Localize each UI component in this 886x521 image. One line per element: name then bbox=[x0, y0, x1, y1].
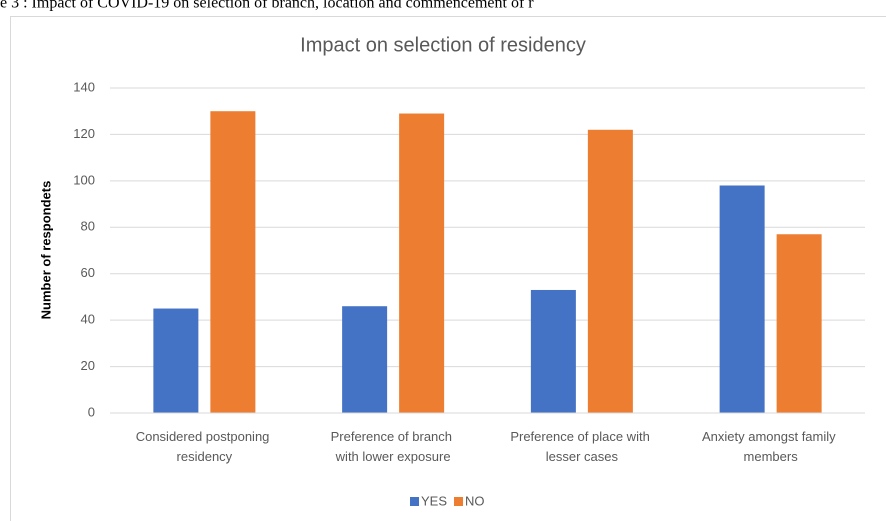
legend-label: NO bbox=[465, 493, 485, 508]
y-tick-label: 40 bbox=[81, 312, 95, 327]
legend-label: YES bbox=[421, 493, 447, 508]
y-tick-label: 140 bbox=[73, 79, 95, 94]
x-tick-label: Considered postponing residency bbox=[136, 429, 273, 464]
x-tick-label: Preference of branch with lower exposure bbox=[331, 429, 456, 464]
bar bbox=[342, 306, 388, 413]
bar bbox=[587, 129, 633, 414]
bar bbox=[153, 308, 199, 413]
y-tick-label: 100 bbox=[73, 172, 95, 187]
bar bbox=[776, 234, 822, 413]
bar bbox=[210, 111, 256, 413]
y-axis-label: Number of respondets bbox=[38, 181, 53, 320]
bar bbox=[399, 113, 445, 414]
chart-title: Impact on selection of residency bbox=[300, 34, 586, 56]
legend-swatch bbox=[410, 497, 419, 506]
x-tick-label: Anxiety amongst family members bbox=[702, 429, 839, 464]
y-tick-label: 20 bbox=[81, 358, 95, 373]
legend-swatch bbox=[454, 497, 464, 506]
y-tick-label: 0 bbox=[88, 404, 95, 419]
x-tick-label: Preference of place with lesser cases bbox=[510, 429, 653, 464]
caption: e 3 : Impact of COVID-19 on selection of… bbox=[0, 0, 534, 12]
y-tick-label: 120 bbox=[73, 126, 95, 141]
bar bbox=[530, 289, 576, 413]
bar bbox=[719, 185, 765, 413]
y-tick-label: 60 bbox=[81, 265, 95, 280]
y-tick-label: 80 bbox=[81, 219, 95, 234]
